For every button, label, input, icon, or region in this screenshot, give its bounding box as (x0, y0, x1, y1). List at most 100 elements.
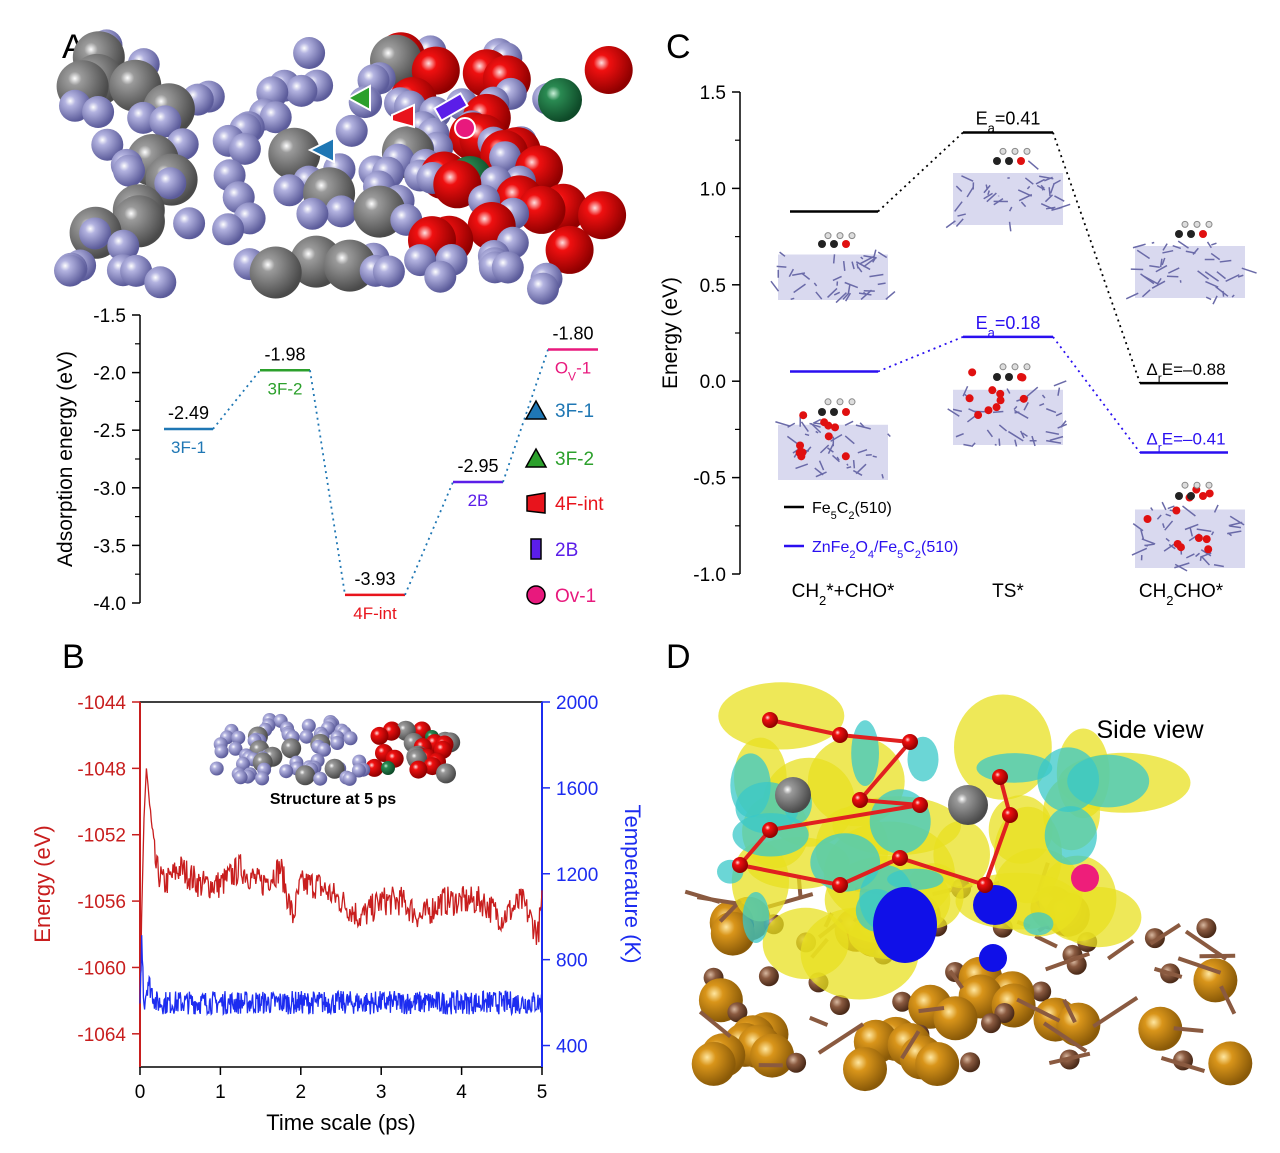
atom-sphere (1138, 1006, 1183, 1051)
atom-sphere (977, 877, 993, 893)
bond (918, 1006, 945, 1014)
atom-sphere (296, 197, 329, 230)
connector-line (877, 336, 964, 373)
triangle-icon (524, 447, 548, 468)
atom-sphere (381, 761, 395, 775)
y-tick-label: 1.5 (700, 83, 726, 104)
bond (1199, 953, 1236, 959)
panel-letter-b: B (62, 638, 85, 676)
x-tick-label: 5 (537, 1082, 548, 1103)
slab-thumbnail (1125, 220, 1257, 305)
atom-sphere (409, 760, 428, 779)
bond (1045, 951, 1090, 972)
connector-line (404, 481, 454, 596)
bond (858, 740, 912, 802)
circle-icon (454, 117, 476, 139)
triangle-icon (307, 136, 335, 164)
bond (817, 1022, 865, 1055)
slab-thumbnail (1131, 481, 1245, 572)
atom-sphere (786, 1052, 807, 1073)
atom-sphere (1002, 807, 1018, 823)
x-tick-label: 0 (135, 1082, 146, 1103)
x-tick-label: 2 (296, 1082, 307, 1103)
y-tick-label: 0.5 (700, 276, 726, 297)
bond (839, 733, 911, 744)
slab-thumbnail (947, 363, 1068, 448)
atom-sphere (829, 995, 850, 1015)
triangle-icon (345, 84, 371, 112)
energy-value-label: -2.95 (457, 456, 498, 476)
bond (1184, 929, 1228, 961)
atom-sphere (1196, 918, 1217, 939)
atom-sphere (212, 213, 245, 246)
x-category-label: TS* (992, 581, 1024, 602)
energy-value-label: -1.80 (552, 324, 593, 344)
legend-label: ZnFe2O4/Fe5C2(510) (812, 539, 958, 561)
bond (1048, 1051, 1091, 1066)
right-axis-label: Temperature (K) (620, 805, 645, 964)
slab-thumbnail (770, 232, 896, 304)
y-tick-label: -0.5 (693, 469, 726, 490)
legend-label: 3F-2 (555, 449, 594, 470)
charge-density-lobe (973, 885, 1017, 925)
reaction-energy-label: ΔrE=–0.41 (1146, 430, 1225, 455)
charge-density-lobe (1037, 747, 1099, 812)
y-axis-label: Adsorption energy (eV) (54, 351, 77, 567)
atom-sphere (960, 1052, 981, 1073)
panel-a-chart: -1.5 -2.0 -2.5 -3.0 -3.5 -4.0 Adsorption ener… (54, 306, 604, 623)
right-y-tick-label: 1600 (556, 779, 598, 800)
bond (948, 969, 964, 990)
atom-sphere (249, 246, 302, 299)
atom-sphere (775, 777, 811, 813)
atom-sphere (1193, 958, 1238, 1003)
atom-sphere (295, 765, 316, 786)
panel-b-chart: 0 1 2 3 4 5 -1044 -1048 -1052 -1056 -1060 -1064 2000… (30, 693, 645, 1135)
atom-sphere (325, 195, 358, 228)
right-y-tick-label: 1200 (556, 865, 598, 886)
bond (839, 856, 901, 887)
bond (1062, 998, 1077, 1024)
charge-density-lobe (979, 944, 1007, 972)
energy-value-label: -3.93 (354, 569, 395, 589)
y-tick-label: 0.0 (700, 372, 726, 393)
bond (1219, 985, 1237, 1015)
atom-sphere (852, 792, 868, 808)
atom-sphere (491, 251, 524, 284)
slab-thumbnail (775, 398, 891, 480)
atom-sphere (750, 1033, 795, 1078)
atom-sphere (343, 731, 358, 746)
y-tick-label: -1.5 (93, 306, 126, 327)
circle-icon (526, 585, 546, 605)
atom-sphere (538, 78, 582, 122)
atom-sphere (335, 114, 368, 147)
bond (769, 803, 921, 832)
y-tick-label: -3.5 (93, 536, 126, 557)
bond (899, 856, 986, 887)
bond (900, 1030, 921, 1060)
atom-sphere (727, 1002, 748, 1023)
atom-sphere (902, 734, 918, 750)
atom-sphere (173, 207, 206, 240)
atom-sphere (209, 761, 224, 776)
panel-a-site-markers (307, 84, 476, 164)
panel-a-structure-image (54, 29, 633, 305)
x-category-label: CH2*+CHO* (792, 581, 895, 608)
atom-sphere (527, 272, 559, 305)
legend-label: 4F-int (555, 494, 604, 515)
left-y-tick-label: -1064 (77, 1025, 126, 1046)
atom-sphere (545, 225, 594, 274)
atom-sphere (1056, 1002, 1101, 1047)
inset-caption: Structure at 5 ps (270, 791, 396, 808)
bond (1106, 939, 1135, 961)
atom-sphere (892, 991, 913, 1012)
x-axis-label: Time scale (ps) (266, 1110, 416, 1135)
atom-sphere (578, 191, 627, 240)
atom-sphere (214, 744, 229, 759)
charge-density-lobe (742, 892, 770, 943)
bond (769, 718, 841, 737)
bond (739, 863, 841, 887)
y-tick-label: -1.0 (693, 565, 726, 586)
bond (1034, 934, 1058, 949)
left-y-tick-label: -1052 (77, 826, 126, 847)
bond (1016, 997, 1061, 1023)
